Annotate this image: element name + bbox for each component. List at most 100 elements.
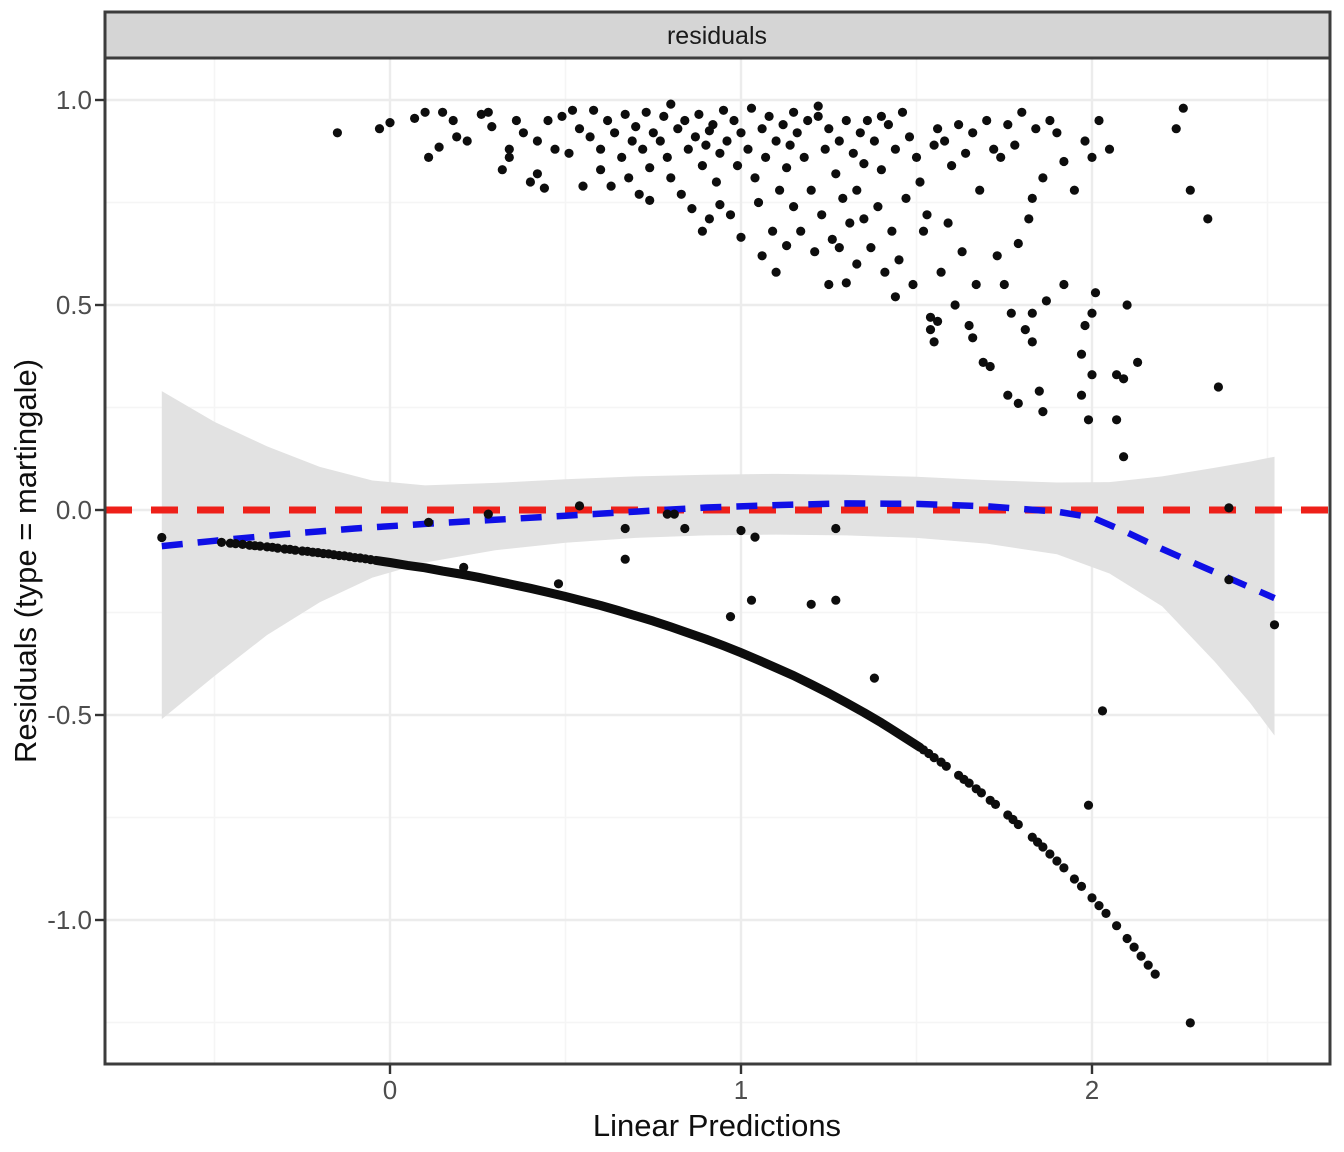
event-point bbox=[680, 115, 690, 126]
event-point bbox=[1017, 107, 1027, 117]
event-point bbox=[680, 523, 690, 534]
event-point bbox=[817, 210, 827, 220]
event-point bbox=[869, 673, 880, 683]
event-point bbox=[732, 161, 743, 171]
event-point bbox=[999, 279, 1009, 290]
event-point bbox=[978, 357, 988, 367]
censored-point bbox=[231, 539, 241, 549]
event-point bbox=[933, 316, 943, 326]
event-point bbox=[1083, 415, 1094, 425]
event-point bbox=[1178, 103, 1188, 113]
event-point bbox=[834, 136, 844, 146]
event-point bbox=[1024, 214, 1034, 224]
x-tick-label: 0 bbox=[383, 1075, 397, 1105]
event-point bbox=[596, 144, 606, 154]
event-point bbox=[746, 595, 757, 605]
censored-point bbox=[941, 761, 951, 771]
event-point bbox=[964, 320, 974, 331]
censored-point bbox=[1052, 856, 1062, 866]
event-point bbox=[1020, 325, 1030, 335]
scatter-points-layer bbox=[157, 99, 1280, 1028]
event-point bbox=[848, 148, 858, 158]
event-point bbox=[985, 361, 995, 372]
event-point bbox=[434, 142, 444, 152]
event-point bbox=[690, 132, 701, 142]
event-point bbox=[620, 523, 630, 534]
event-point bbox=[887, 226, 897, 236]
event-point bbox=[845, 218, 855, 228]
censored-residual-curve bbox=[371, 555, 925, 752]
event-point bbox=[385, 118, 395, 128]
event-point bbox=[1076, 390, 1087, 400]
y-tick-label: 0.5 bbox=[56, 290, 92, 320]
event-point bbox=[736, 525, 746, 536]
event-point bbox=[525, 177, 536, 187]
event-point bbox=[673, 124, 683, 134]
event-point bbox=[655, 136, 665, 146]
event-point bbox=[929, 140, 939, 150]
censored-point bbox=[1112, 921, 1122, 931]
event-point bbox=[620, 109, 630, 119]
y-tick-label: -0.5 bbox=[47, 700, 92, 730]
event-point bbox=[539, 183, 550, 193]
censored-point bbox=[1094, 901, 1104, 911]
event-point bbox=[1224, 575, 1234, 585]
event-point bbox=[897, 107, 908, 117]
event-point bbox=[947, 161, 957, 171]
event-point bbox=[704, 126, 715, 136]
event-point bbox=[824, 279, 834, 290]
event-point bbox=[834, 243, 844, 253]
event-point bbox=[483, 509, 493, 519]
event-point bbox=[666, 99, 676, 109]
event-point bbox=[518, 128, 529, 138]
event-point bbox=[620, 554, 630, 564]
censored-point bbox=[273, 543, 283, 553]
event-point bbox=[669, 509, 679, 519]
event-point bbox=[483, 107, 493, 117]
event-point bbox=[694, 109, 704, 119]
event-point bbox=[890, 144, 901, 154]
censored-point bbox=[459, 562, 469, 573]
censored-point bbox=[366, 555, 376, 565]
event-point bbox=[943, 218, 953, 228]
event-point bbox=[1104, 144, 1115, 154]
event-point bbox=[410, 113, 420, 123]
censored-point bbox=[929, 753, 939, 763]
event-point bbox=[757, 251, 767, 261]
event-point bbox=[634, 189, 644, 199]
event-point bbox=[606, 181, 616, 191]
event-point bbox=[1003, 120, 1013, 130]
event-point bbox=[894, 255, 904, 265]
smooth-path bbox=[161, 500, 1276, 602]
event-point bbox=[852, 185, 862, 195]
event-point bbox=[989, 144, 999, 154]
event-point bbox=[992, 251, 1002, 261]
event-point bbox=[1269, 620, 1280, 630]
event-point bbox=[908, 279, 918, 290]
event-point bbox=[1027, 337, 1037, 347]
censored-point bbox=[976, 788, 987, 798]
censored-point bbox=[964, 778, 974, 788]
event-point bbox=[1013, 238, 1023, 249]
censored-point bbox=[1045, 849, 1055, 859]
event-point bbox=[1185, 185, 1195, 195]
censored-point bbox=[1150, 969, 1160, 979]
event-point bbox=[683, 144, 693, 154]
event-point bbox=[890, 292, 901, 302]
event-point bbox=[782, 241, 792, 251]
event-point bbox=[922, 210, 932, 220]
event-point bbox=[722, 136, 732, 146]
event-point bbox=[1119, 452, 1129, 462]
event-point bbox=[996, 152, 1006, 162]
event-point bbox=[687, 204, 697, 214]
event-point bbox=[638, 144, 648, 154]
event-point bbox=[697, 226, 708, 236]
event-point bbox=[1224, 503, 1234, 513]
event-point bbox=[567, 105, 578, 115]
event-point bbox=[711, 177, 722, 187]
event-point bbox=[961, 148, 971, 158]
event-point bbox=[610, 128, 620, 138]
event-point bbox=[1080, 136, 1090, 146]
event-point bbox=[1027, 308, 1037, 318]
